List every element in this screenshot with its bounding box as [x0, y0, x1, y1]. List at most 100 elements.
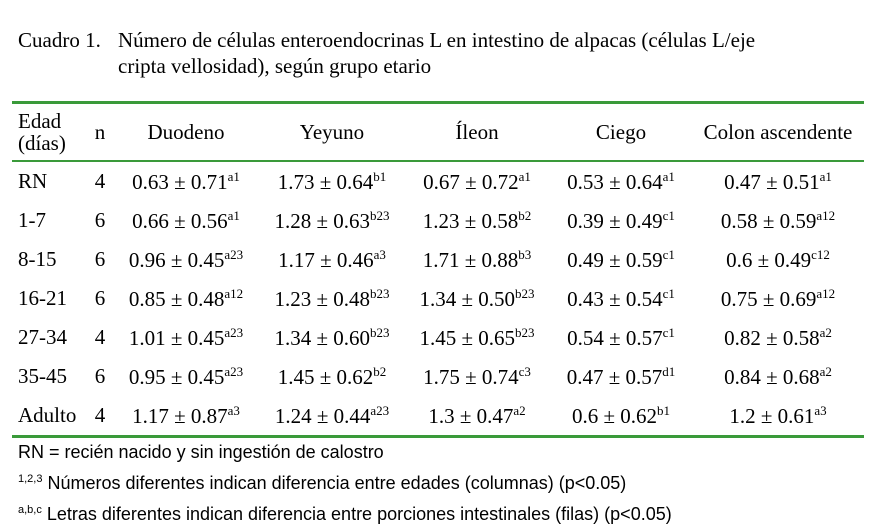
mean-sd: 0.63 ± 0.71	[132, 169, 228, 194]
value-cell: 1.45 ± 0.65b23	[404, 318, 550, 357]
value-cell: 1.23 ± 0.48b23	[260, 279, 404, 318]
mean-sd: 0.54 ± 0.57	[567, 325, 663, 350]
significance: c3	[518, 363, 531, 379]
value-cell: 1.01 ± 0.45a23	[112, 318, 260, 357]
value-cell: 1.34 ± 0.60b23	[260, 318, 404, 357]
mean-sd: 1.75 ± 0.74	[423, 364, 519, 389]
significance: a12	[816, 207, 836, 223]
mean-sd: 0.6 ± 0.49	[726, 247, 812, 272]
value-cell: 0.85 ± 0.48a12	[112, 279, 260, 318]
significance: b23	[370, 285, 390, 301]
mean-sd: 0.49 ± 0.59	[567, 247, 663, 272]
n-cell: 6	[94, 286, 106, 310]
mean-sd: 1.2 ± 0.61	[729, 403, 815, 428]
age-cell: Adulto	[18, 403, 77, 427]
value-cell: 1.73 ± 0.64b1	[260, 161, 404, 201]
footnote: 1,2,3 Números diferentes indican diferen…	[18, 466, 672, 497]
table-row: 35-45 6 0.95 ± 0.45a23 1.45 ± 0.62b2 1.75 ± …	[12, 357, 864, 396]
value-cell: 0.47 ± 0.57d1	[550, 357, 692, 396]
mean-sd: 1.23 ± 0.48	[274, 286, 371, 311]
significance: b2	[518, 207, 532, 223]
significance: a1	[518, 168, 531, 184]
value-cell: 0.6 ± 0.49c12	[692, 240, 864, 279]
significance: a3	[814, 402, 827, 418]
mean-sd: 0.84 ± 0.68	[724, 364, 820, 389]
value-cell: 1.17 ± 0.46a3	[260, 240, 404, 279]
significance: a23	[224, 363, 244, 379]
mean-sd: 0.47 ± 0.57	[566, 364, 663, 389]
significance: a1	[662, 168, 675, 184]
n-cell: 4	[94, 169, 106, 193]
age-cell: 27-34	[18, 325, 67, 349]
age-cell: 1-7	[18, 208, 46, 232]
mean-sd: 1.17 ± 0.87	[132, 403, 228, 428]
value-cell: 1.24 ± 0.44a23	[260, 396, 404, 437]
header-cell: Edad (días)	[18, 109, 66, 155]
significance: b23	[515, 324, 535, 340]
footnote: RN = recién nacido y sin ingestión de ca…	[18, 439, 672, 466]
significance: a2	[819, 363, 832, 379]
age-cell: 8-15	[18, 247, 57, 271]
significance: b3	[518, 246, 532, 262]
age-cell: 35-45	[18, 364, 67, 388]
footnote: a,b,c Letras diferentes indican diferenc…	[18, 497, 672, 528]
table-row: 27-34 4 1.01 ± 0.45a23 1.34 ± 0.60b23 1.45 ±…	[12, 318, 864, 357]
value-cell: 0.58 ± 0.59a12	[692, 201, 864, 240]
significance: a3	[227, 402, 240, 418]
mean-sd: 1.34 ± 0.50	[419, 286, 516, 311]
value-cell: 1.75 ± 0.74c3	[404, 357, 550, 396]
header-cell: Ciego	[595, 120, 647, 144]
value-cell: 0.66 ± 0.56a1	[112, 201, 260, 240]
significance: b1	[657, 402, 671, 418]
value-cell: 0.53 ± 0.64a1	[550, 161, 692, 201]
value-cell: 1.23 ± 0.58b2	[404, 201, 550, 240]
value-cell: 1.28 ± 0.63b23	[260, 201, 404, 240]
header-cell: Íleon	[455, 120, 499, 144]
header-cell: Duodeno	[147, 120, 225, 144]
significance: a1	[227, 207, 240, 223]
significance: c1	[662, 246, 675, 262]
mean-sd: 1.24 ± 0.44	[274, 403, 371, 428]
mean-sd: 1.34 ± 0.60	[274, 325, 371, 350]
value-cell: 0.75 ± 0.69a12	[692, 279, 864, 318]
table-row: Adulto 4 1.17 ± 0.87a3 1.24 ± 0.44a23 1.3 ± …	[12, 396, 864, 437]
value-cell: 0.39 ± 0.49c1	[550, 201, 692, 240]
mean-sd: 0.85 ± 0.48	[128, 286, 225, 311]
age-cell: RN	[18, 169, 48, 193]
caption: Cuadro 1. Número de células enteroendocri…	[18, 27, 755, 79]
mean-sd: 1.23 ± 0.58	[422, 208, 519, 233]
mean-sd: 0.39 ± 0.49	[567, 208, 663, 233]
mean-sd: 1.45 ± 0.65	[419, 325, 516, 350]
value-cell: 0.84 ± 0.68a2	[692, 357, 864, 396]
n-cell: 4	[94, 325, 106, 349]
significance: a12	[224, 285, 244, 301]
header-row: Edad (días) n Duodeno Yeyuno Íleon Ciego Colon…	[12, 103, 864, 161]
caption-label: Cuadro 1.	[18, 28, 101, 52]
value-cell: 0.49 ± 0.59c1	[550, 240, 692, 279]
significance: a2	[819, 324, 832, 340]
value-cell: 0.43 ± 0.54c1	[550, 279, 692, 318]
mean-sd: 0.43 ± 0.54	[567, 286, 663, 311]
mean-sd: 0.75 ± 0.69	[720, 286, 817, 311]
data-table: Edad (días) n Duodeno Yeyuno Íleon Ciego Colon…	[12, 101, 864, 438]
header-cell: Colon ascendente	[703, 120, 853, 144]
footnote-marker: 1,2,3	[18, 473, 43, 485]
n-cell: 6	[94, 364, 106, 388]
value-cell: 1.34 ± 0.50b23	[404, 279, 550, 318]
n-cell: 6	[94, 208, 106, 232]
significance: a1	[227, 168, 240, 184]
mean-sd: 0.66 ± 0.56	[132, 208, 228, 233]
mean-sd: 0.95 ± 0.45	[128, 364, 225, 389]
caption-line: Cuadro 1. Número de células enteroendocri…	[18, 27, 755, 53]
significance: a3	[373, 246, 386, 262]
mean-sd: 1.28 ± 0.63	[274, 208, 371, 233]
significance: a12	[816, 285, 836, 301]
footnote-marker: a,b,c	[18, 504, 42, 516]
footnotes: RN = recién nacido y sin ingestión de ca…	[18, 439, 672, 528]
mean-sd: 0.82 ± 0.58	[724, 325, 820, 350]
significance: a23	[224, 246, 244, 262]
value-cell: 0.67 ± 0.72a1	[404, 161, 550, 201]
mean-sd: 1.17 ± 0.46	[278, 247, 374, 272]
caption-text: Número de células enteroendocrinas L en …	[118, 28, 756, 52]
